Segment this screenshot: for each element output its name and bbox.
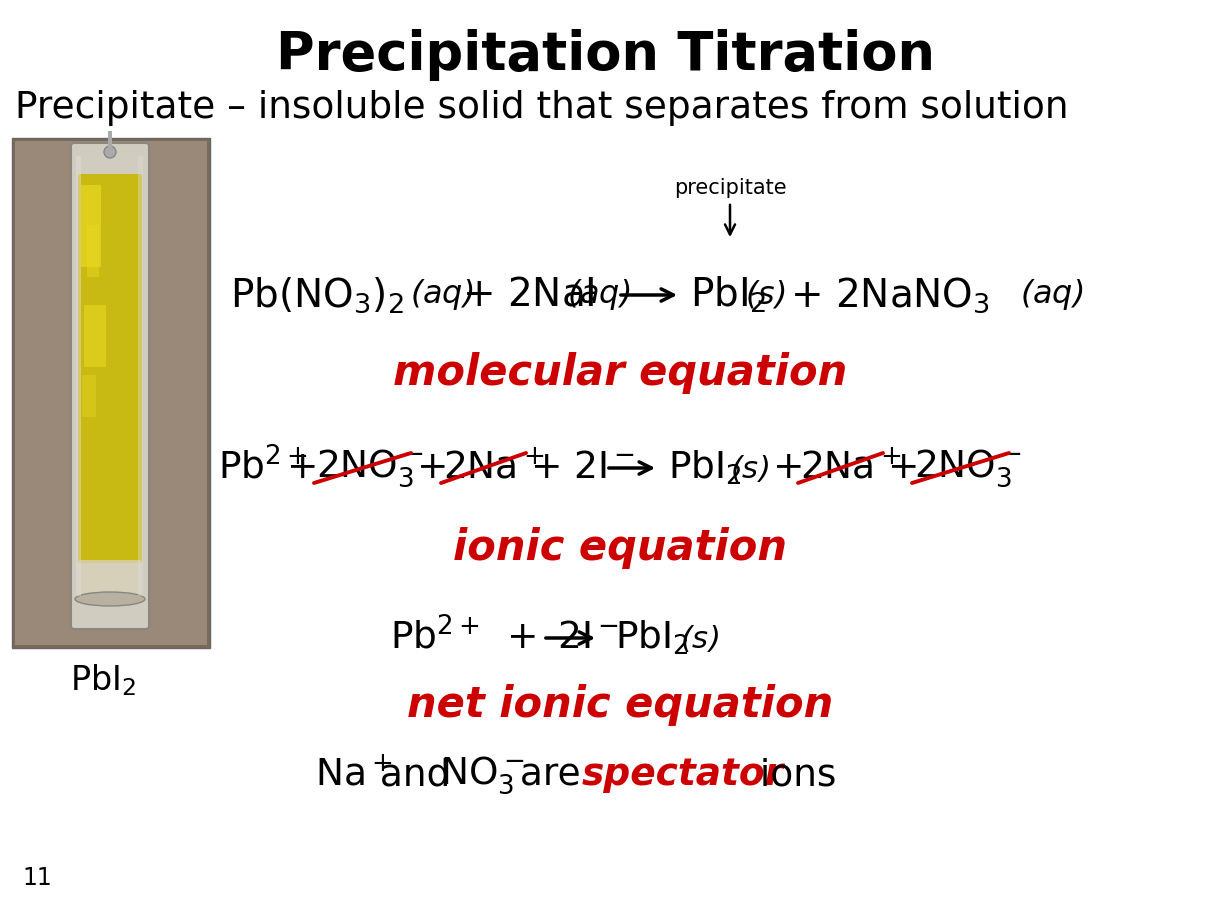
FancyBboxPatch shape: [71, 143, 149, 629]
Text: $\mathrm{+}$: $\mathrm{+}$: [416, 450, 445, 486]
Text: ($s$): ($s$): [745, 279, 785, 311]
Bar: [12, 138, 211, 648]
Text: and: and: [368, 757, 462, 793]
Text: ($s$): ($s$): [680, 623, 719, 654]
Text: ($aq$): ($aq$): [567, 278, 630, 312]
Text: $\mathrm{+}$: $\mathrm{+}$: [887, 450, 916, 486]
FancyBboxPatch shape: [83, 305, 106, 367]
Text: PbI$_2$: PbI$_2$: [70, 662, 136, 698]
Text: $\mathrm{Pb^{2+} \ + \ 2I^-}$: $\mathrm{Pb^{2+} \ + \ 2I^-}$: [390, 618, 618, 657]
Text: $\mathrm{2NO_3^-}$: $\mathrm{2NO_3^-}$: [316, 447, 423, 489]
Text: $\mathrm{PbI_2}$: $\mathrm{PbI_2}$: [690, 275, 767, 315]
Text: ($aq$): ($aq$): [410, 278, 473, 312]
Text: net ionic equation: net ionic equation: [407, 684, 834, 726]
Text: $\mathrm{+ \ 2NaI}$: $\mathrm{+ \ 2NaI}$: [462, 276, 594, 314]
Text: $\mathrm{2Na^+}$: $\mathrm{2Na^+}$: [443, 450, 544, 486]
Text: $\mathrm{NO_3^-}$: $\mathrm{NO_3^-}$: [440, 755, 524, 796]
FancyBboxPatch shape: [87, 225, 99, 277]
Text: $\mathrm{+ \ 2I^-}$: $\mathrm{+ \ 2I^-}$: [530, 450, 635, 486]
Text: $\mathrm{PbI_2}$: $\mathrm{PbI_2}$: [668, 449, 742, 488]
Ellipse shape: [75, 592, 145, 606]
Ellipse shape: [104, 146, 116, 158]
Text: are: are: [508, 757, 604, 793]
Text: Precipitate – insoluble solid that separates from solution: Precipitate – insoluble solid that separ…: [15, 90, 1068, 126]
Text: $\mathrm{PbI_2}$: $\mathrm{PbI_2}$: [615, 619, 688, 657]
Text: molecular equation: molecular equation: [393, 352, 847, 394]
Text: Precipitation Titration: Precipitation Titration: [276, 29, 934, 81]
Text: $\mathrm{2Na^+}$: $\mathrm{2Na^+}$: [800, 450, 901, 486]
Bar: [108, 131, 113, 151]
Text: $\mathrm{+}$: $\mathrm{+}$: [772, 450, 801, 486]
Text: 11: 11: [22, 866, 52, 890]
Text: ($aq$): ($aq$): [1020, 278, 1083, 312]
Text: spectator: spectator: [582, 757, 784, 793]
Bar: [15, 141, 207, 645]
Bar: [76, 156, 81, 596]
Text: $\mathrm{Pb^{2+}}$: $\mathrm{Pb^{2+}}$: [218, 449, 307, 488]
FancyBboxPatch shape: [82, 375, 96, 417]
Text: ionic equation: ionic equation: [453, 527, 786, 569]
FancyBboxPatch shape: [81, 185, 100, 267]
Bar: [138, 156, 143, 596]
Text: $\mathrm{Na^+}$: $\mathrm{Na^+}$: [315, 757, 392, 793]
Text: $\mathrm{Pb(NO_3)_2}$: $\mathrm{Pb(NO_3)_2}$: [230, 275, 404, 315]
FancyBboxPatch shape: [79, 560, 142, 597]
FancyBboxPatch shape: [77, 174, 142, 563]
Text: ($s$): ($s$): [730, 452, 768, 483]
Text: $\mathrm{+}$: $\mathrm{+}$: [286, 450, 316, 486]
Text: ions: ions: [748, 757, 836, 793]
Text: $\mathrm{+ \ 2NaNO_3}$: $\mathrm{+ \ 2NaNO_3}$: [790, 275, 990, 315]
Text: precipitate: precipitate: [674, 178, 786, 198]
Text: $\mathrm{2NO_3^-}$: $\mathrm{2NO_3^-}$: [914, 447, 1022, 489]
